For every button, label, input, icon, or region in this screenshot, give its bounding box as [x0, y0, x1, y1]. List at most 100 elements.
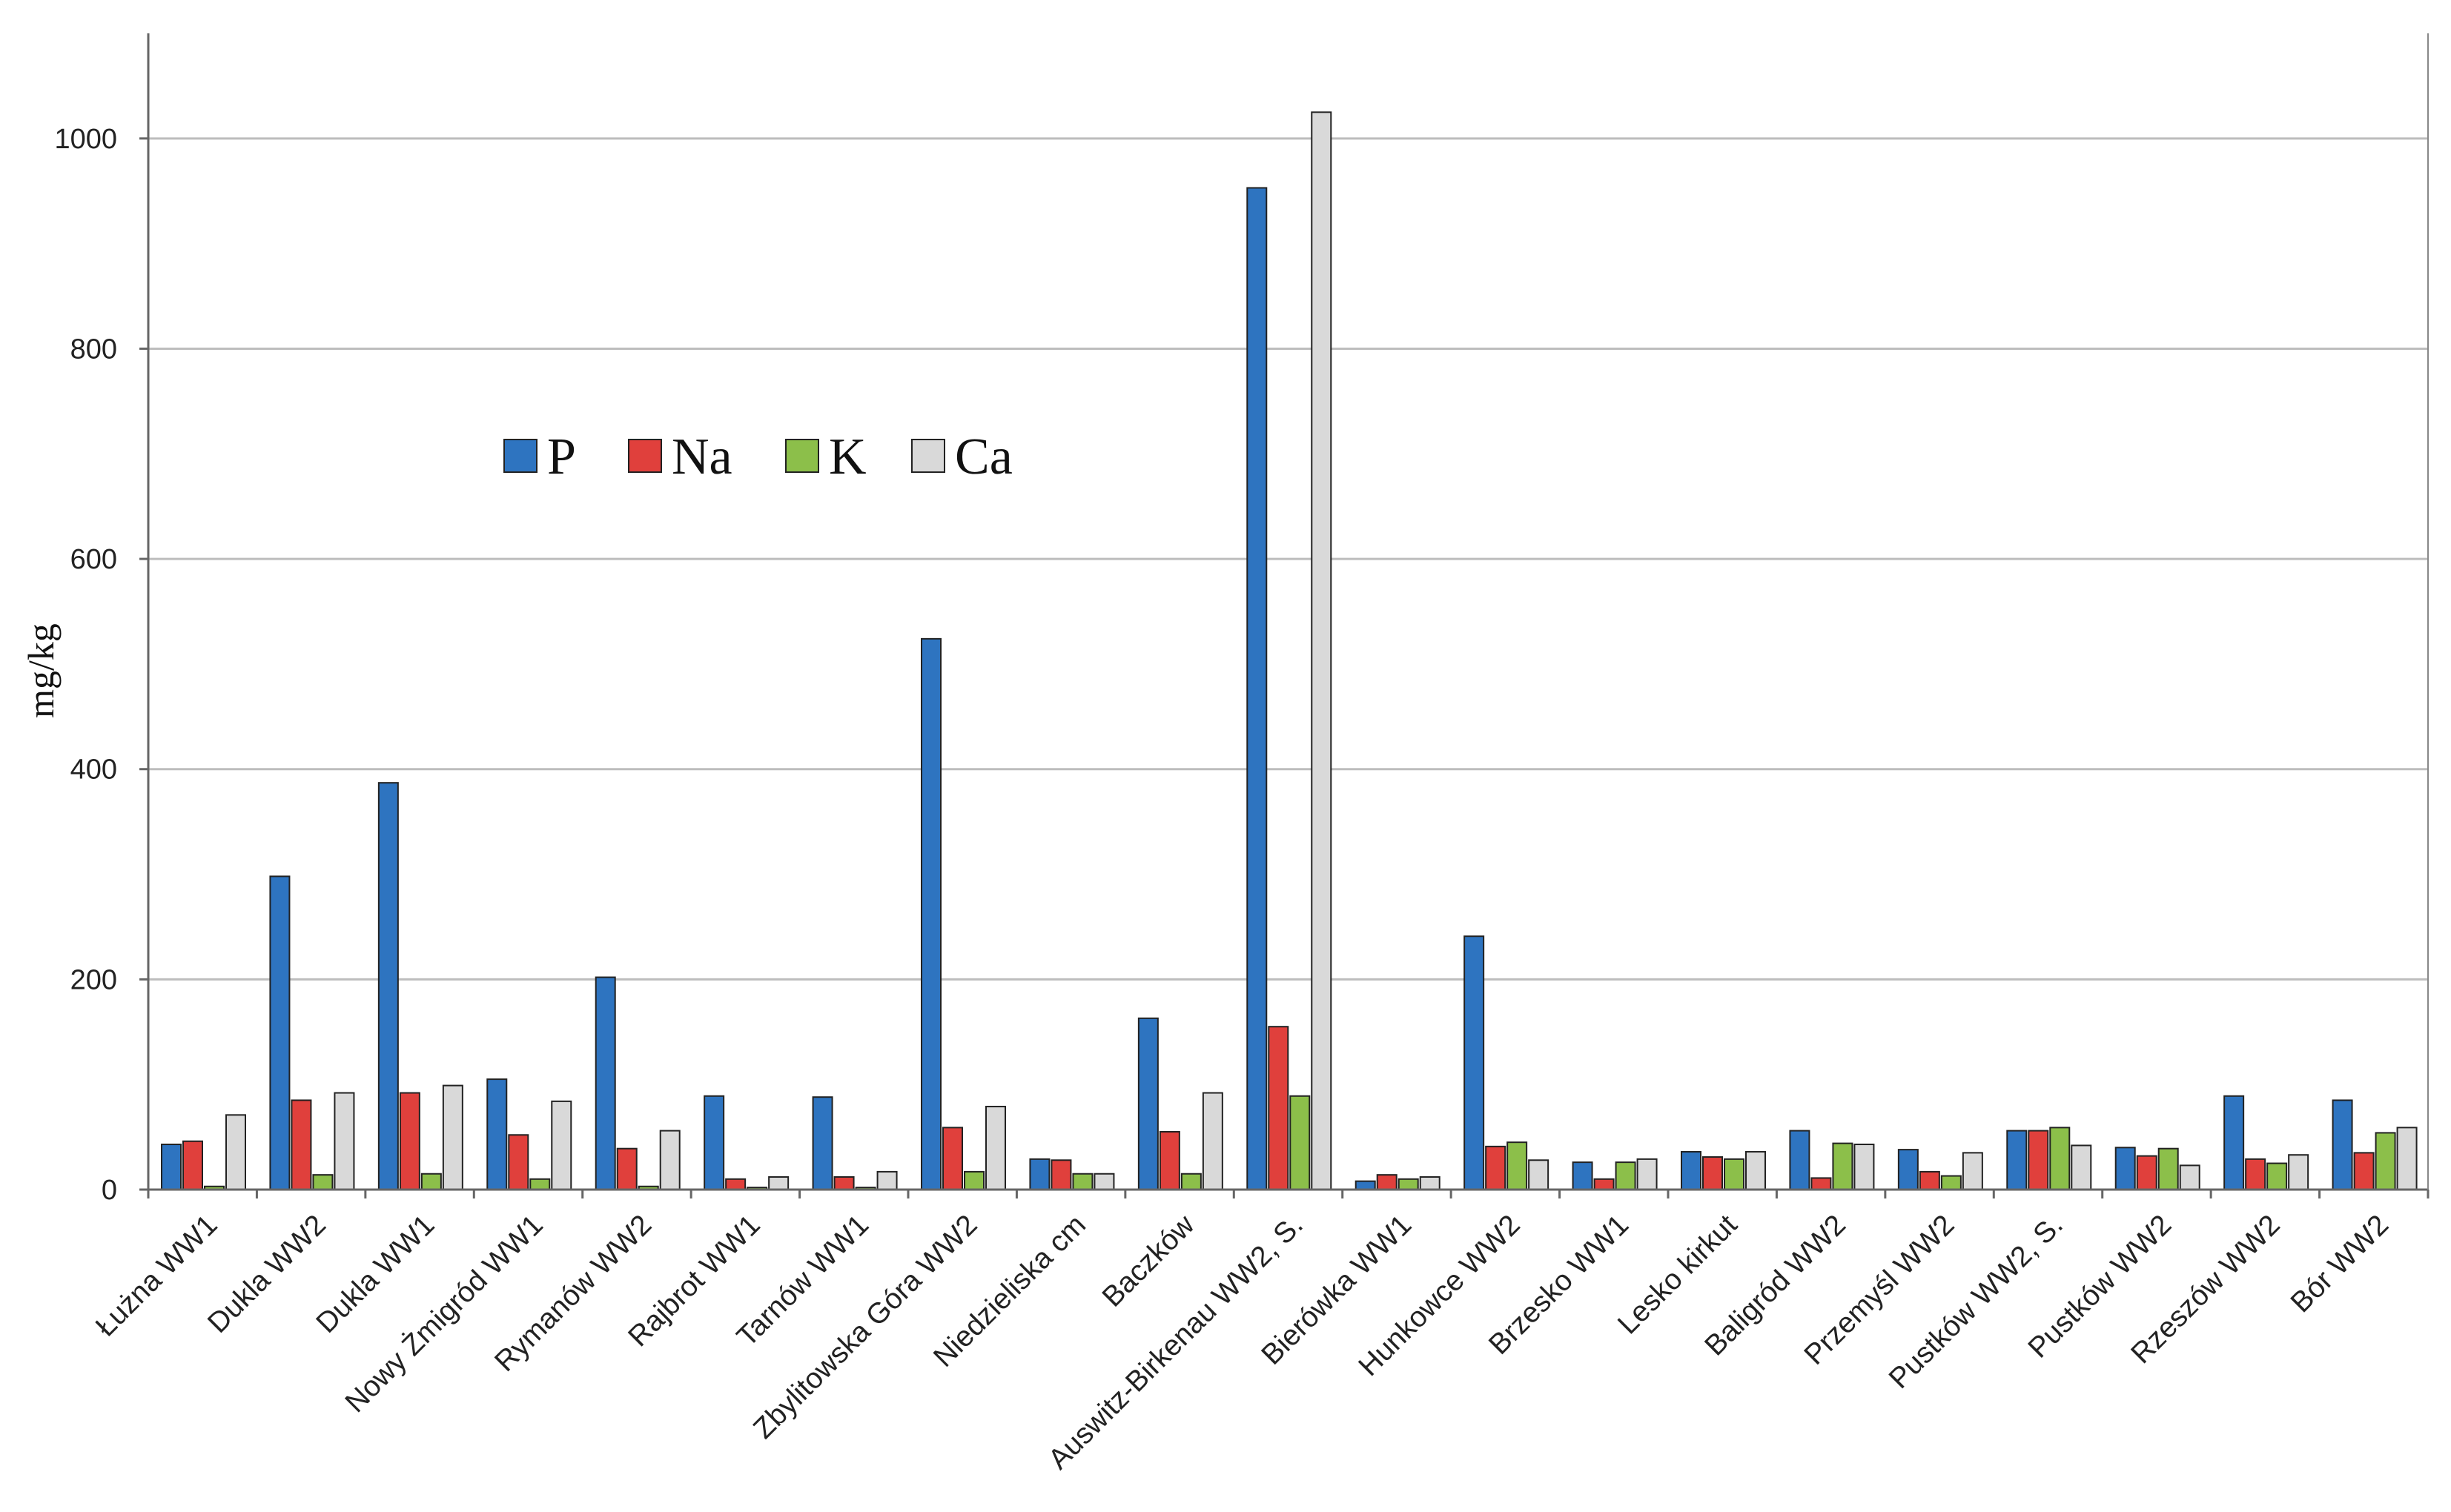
bar-group [1137, 1017, 1223, 1191]
bar-p [1354, 1180, 1376, 1190]
bar-k [1615, 1161, 1636, 1191]
bar-na [2353, 1152, 2375, 1191]
bar-na [725, 1178, 747, 1191]
bar-ca [985, 1105, 1006, 1190]
bar-p [1681, 1150, 1701, 1190]
bar-p [1137, 1017, 1159, 1190]
bar-p [2114, 1147, 2136, 1190]
y-tick-label: 600 [70, 544, 117, 575]
bar-p [1463, 935, 1485, 1190]
bar-ca [1636, 1158, 1658, 1190]
y-tick-label: 800 [70, 334, 117, 365]
bar-na [182, 1140, 203, 1191]
legend-item-ca: Ca [911, 428, 1013, 485]
bar-ca [1962, 1152, 1983, 1191]
bar-na [1268, 1026, 1289, 1190]
bar-na [1593, 1178, 1615, 1191]
bar-k [1072, 1173, 1094, 1191]
bar-k [420, 1173, 442, 1191]
bar-ca [1745, 1150, 1766, 1190]
bar-p [269, 875, 291, 1191]
bar-p [1246, 187, 1268, 1190]
bar-ca [876, 1170, 898, 1190]
bar-k [964, 1170, 985, 1190]
bar-p [1029, 1158, 1051, 1190]
bar-na [1485, 1145, 1506, 1190]
bar-ca [1419, 1176, 1440, 1190]
y-tick-label: 200 [70, 964, 117, 995]
bar-k [2266, 1162, 2288, 1190]
y-tick-labels: 0 200 400 600 800 1000 [54, 124, 148, 1206]
bar-p [486, 1078, 508, 1191]
bar-p [812, 1096, 833, 1190]
bar-k [2049, 1127, 2071, 1190]
bar-ca [1528, 1159, 1549, 1190]
bar-na [1159, 1131, 1180, 1190]
bar-p [595, 976, 616, 1190]
legend-swatch [503, 439, 538, 473]
bar-group [2332, 1099, 2418, 1191]
bar-group [595, 976, 681, 1191]
bar-k [312, 1174, 334, 1191]
bar-ca [2071, 1144, 2092, 1191]
bar-ca [768, 1176, 790, 1190]
bar-ca [2288, 1154, 2309, 1190]
bar-p [1789, 1130, 1810, 1190]
bar-group [377, 782, 463, 1191]
bar-k [529, 1178, 551, 1191]
bar-ca [551, 1100, 572, 1190]
gridlines [148, 137, 2428, 981]
bar-p [2332, 1099, 2353, 1191]
bar-k [1832, 1142, 1853, 1190]
bar-p [1572, 1161, 1593, 1191]
bar-k [1398, 1178, 1419, 1191]
bar-na [508, 1134, 529, 1190]
legend-swatch [785, 439, 819, 473]
bar-group [1572, 1158, 1658, 1191]
bar-p [704, 1095, 725, 1191]
bar-ca [659, 1130, 681, 1190]
bar-na [1051, 1159, 1072, 1190]
bar-group [1681, 1150, 1766, 1191]
bar-ca [2396, 1127, 2418, 1190]
bar-group [1897, 1149, 1983, 1191]
bar-na [1919, 1170, 1940, 1190]
bar-p [2006, 1130, 2028, 1190]
bar-k [1289, 1095, 1311, 1191]
bar-ca [1202, 1092, 1223, 1190]
bar-na [1810, 1177, 1832, 1191]
y-tick-label: 1000 [54, 124, 117, 155]
bar-na [291, 1099, 312, 1191]
bar-ca [2179, 1164, 2200, 1191]
bar-group [704, 1095, 790, 1191]
legend-label: Ca [955, 428, 1013, 485]
bar-ca [1853, 1144, 1875, 1191]
bar-group [2223, 1095, 2309, 1191]
legend-label: K [829, 428, 867, 485]
bar-ca [442, 1084, 463, 1190]
legend: P Na K Ca [503, 428, 1013, 485]
y-tick-label: 400 [70, 755, 117, 786]
bar-group [486, 1078, 572, 1191]
bar-p [921, 637, 942, 1190]
bar-group [269, 875, 355, 1191]
bar-k [1180, 1173, 1202, 1191]
bar-p [377, 782, 399, 1191]
bar-k [1724, 1158, 1744, 1190]
bar-p [161, 1144, 182, 1191]
bar-group [1246, 111, 1332, 1191]
bar-na [2028, 1130, 2049, 1190]
bar-group [812, 1096, 898, 1191]
legend-item-na: Na [628, 428, 732, 485]
bar-na [616, 1147, 638, 1191]
bar-k [2375, 1132, 2396, 1191]
bar-na [2245, 1158, 2266, 1190]
bar-na [399, 1092, 420, 1190]
bar-p [1897, 1149, 1919, 1191]
bar-p [2223, 1095, 2245, 1191]
bar-group [1029, 1158, 1115, 1191]
bar-k [1506, 1141, 1528, 1190]
